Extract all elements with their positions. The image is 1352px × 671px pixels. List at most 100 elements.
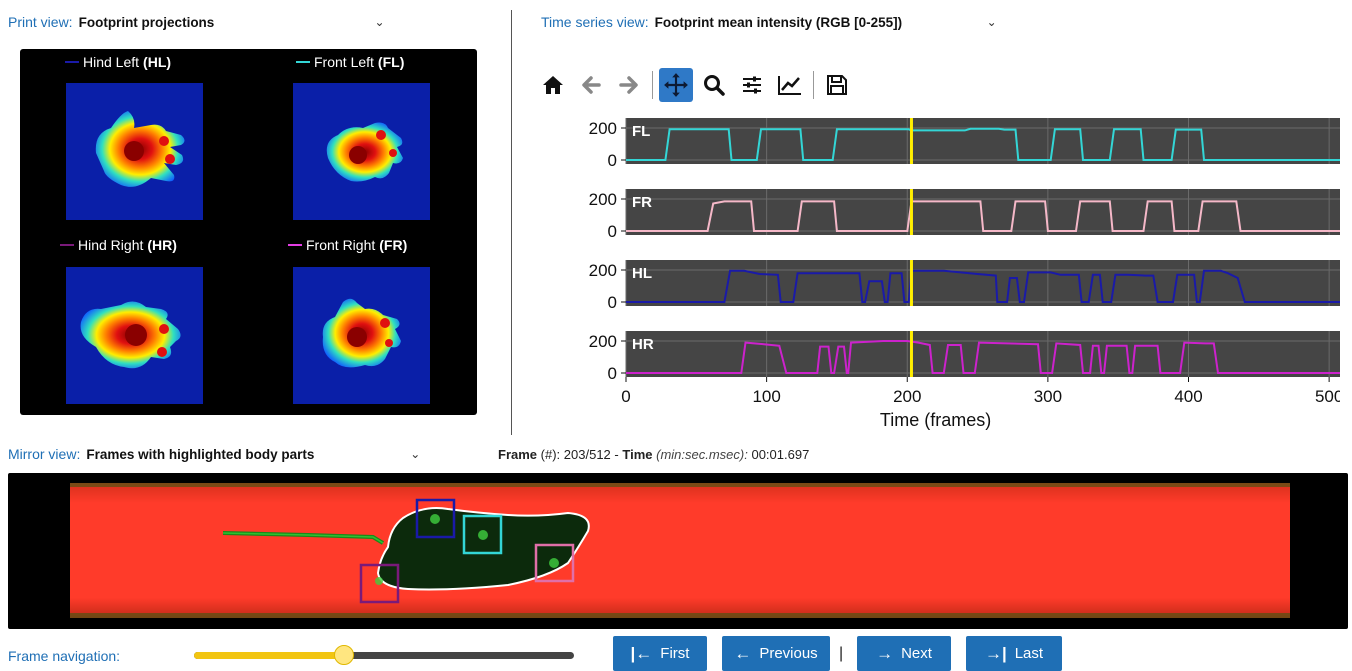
legend-fr-name: Front Right — [306, 237, 376, 253]
first-button[interactable]: |← First — [613, 636, 707, 671]
series-label-hr: HR — [632, 336, 654, 353]
front-right-box — [534, 543, 575, 583]
plot-panel-hr — [626, 331, 1340, 377]
toolbar-separator — [813, 71, 814, 99]
frame-separator: - — [614, 447, 619, 462]
series-label-fl: FL — [632, 123, 650, 140]
chevron-down-icon: ⌄ — [374, 15, 385, 29]
legend-fl-name: Front Left — [314, 54, 374, 70]
legend-hind-right: Hind Right (HR) — [60, 237, 177, 253]
subplots-config-icon[interactable] — [735, 68, 769, 102]
plot-toolbar — [536, 68, 854, 102]
x-tick-label: 100 — [752, 387, 780, 406]
next-icon: → — [876, 643, 894, 663]
last-button[interactable]: →| Last — [966, 636, 1062, 671]
print-view-selected: Footprint projections — [78, 14, 215, 30]
time-series-dropdown[interactable]: Footprint mean intensity (RGB [0-255]) ⌄ — [655, 15, 997, 30]
mirror-view-header: Mirror view: Frames with highlighted bod… — [8, 446, 420, 462]
next-label: Next — [901, 645, 932, 662]
nav-separator: | — [839, 645, 844, 662]
chevron-down-icon: ⌄ — [410, 447, 421, 461]
y-tick-label: 0 — [608, 293, 617, 312]
x-tick-label: 400 — [1174, 387, 1202, 406]
series-line-hl — [626, 269, 1340, 303]
print-view-header: Print view: Footprint projections ⌄ — [8, 14, 385, 30]
vertical-divider — [511, 10, 512, 435]
mirror-frame-image — [70, 483, 1290, 618]
x-tick-label: 500 — [1315, 387, 1340, 406]
frame-slider[interactable] — [194, 645, 574, 665]
time-hint: (min:sec.msec): — [656, 447, 748, 462]
legend-hl-name: Hind Left — [83, 54, 140, 70]
footprint-hind-left — [66, 83, 203, 220]
series-label-hl: HL — [632, 265, 652, 282]
print-view-dropdown[interactable]: Footprint projections ⌄ — [79, 15, 385, 30]
slider-fill — [194, 652, 345, 659]
last-icon: →| — [984, 643, 1007, 663]
series-line-fl — [626, 127, 1340, 161]
zoom-icon[interactable] — [697, 68, 731, 102]
footprint-hind-right — [66, 267, 203, 404]
time-series-selected: Footprint mean intensity (RGB [0-255]) — [654, 14, 903, 30]
frame-hint: (#): — [540, 447, 561, 462]
hind-left-box — [415, 498, 456, 539]
plot-panel-fl — [626, 118, 1340, 164]
legend-hr-name: Hind Right — [78, 237, 144, 253]
legend-front-left: Front Left (FL) — [296, 54, 404, 70]
previous-button[interactable]: ← Previous — [722, 636, 830, 671]
toolbar-separator — [652, 71, 653, 99]
mirror-view-dropdown[interactable]: Frames with highlighted body parts ⌄ — [86, 447, 420, 462]
frame-info: Frame (#): 203/512 - Time (min:sec.msec)… — [498, 447, 809, 462]
save-icon[interactable] — [820, 68, 854, 102]
x-tick-label: 300 — [1034, 387, 1062, 406]
time-series-label: Time series view: — [541, 14, 649, 30]
frame-value: 203/512 — [563, 447, 611, 462]
legend-line-hl — [65, 61, 79, 63]
legend-fr-abbr: (FR) — [379, 237, 408, 253]
print-view-panel: Hind Left (HL) Front Left (FL) — [20, 49, 477, 415]
x-axis-label: Time (frames) — [880, 410, 991, 430]
time-value: 00:01.697 — [751, 447, 810, 462]
forward-arrow-icon[interactable] — [612, 68, 646, 102]
next-button[interactable]: → Next — [857, 636, 951, 671]
footprint-front-right — [293, 267, 430, 404]
x-tick-label: 200 — [893, 387, 921, 406]
first-icon: |← — [630, 643, 653, 663]
print-view-label: Print view: — [8, 14, 73, 30]
mirror-view-panel — [8, 473, 1348, 629]
slider-track — [194, 652, 574, 659]
y-tick-label: 0 — [608, 364, 617, 383]
pan-icon[interactable] — [659, 68, 693, 102]
front-left-box — [462, 514, 503, 555]
footprint-front-left — [293, 83, 430, 220]
time-label: Time — [622, 447, 653, 462]
y-tick-label: 200 — [589, 332, 617, 351]
legend-front-right: Front Right (FR) — [288, 237, 407, 253]
series-line-hr — [626, 340, 1340, 374]
slider-knob[interactable] — [334, 645, 355, 665]
chevron-down-icon: ⌄ — [986, 15, 997, 29]
plot-panel-hl — [626, 260, 1340, 306]
last-label: Last — [1014, 645, 1044, 662]
previous-icon: ← — [734, 643, 752, 663]
frame-navigation-label: Frame navigation: — [8, 648, 121, 664]
legend-hl-abbr: (HL) — [143, 54, 172, 70]
time-series-chart[interactable]: 0 200 FL 0 200 FR 0 200 HL 0 200 HR 0 100 200 300 400 500… — [530, 108, 1340, 438]
hind-right-box — [359, 563, 400, 604]
legend-fl-abbr: (FL) — [377, 54, 405, 70]
first-label: First — [660, 645, 690, 662]
series-line-fr — [626, 200, 1340, 232]
x-tick-label: 0 — [621, 387, 630, 406]
mirror-view-label: Mirror view: — [8, 446, 81, 462]
back-arrow-icon[interactable] — [574, 68, 608, 102]
legend-hind-left: Hind Left (HL) — [65, 54, 171, 70]
previous-label: Previous — [759, 645, 818, 662]
edit-axis-icon[interactable] — [773, 68, 807, 102]
mirror-view-selected: Frames with highlighted body parts — [86, 446, 315, 462]
y-tick-label: 0 — [608, 222, 617, 241]
y-tick-label: 200 — [589, 190, 617, 209]
y-tick-label: 200 — [589, 119, 617, 138]
home-icon[interactable] — [536, 68, 570, 102]
legend-hr-abbr: (HR) — [147, 237, 177, 253]
series-label-fr: FR — [632, 194, 652, 211]
